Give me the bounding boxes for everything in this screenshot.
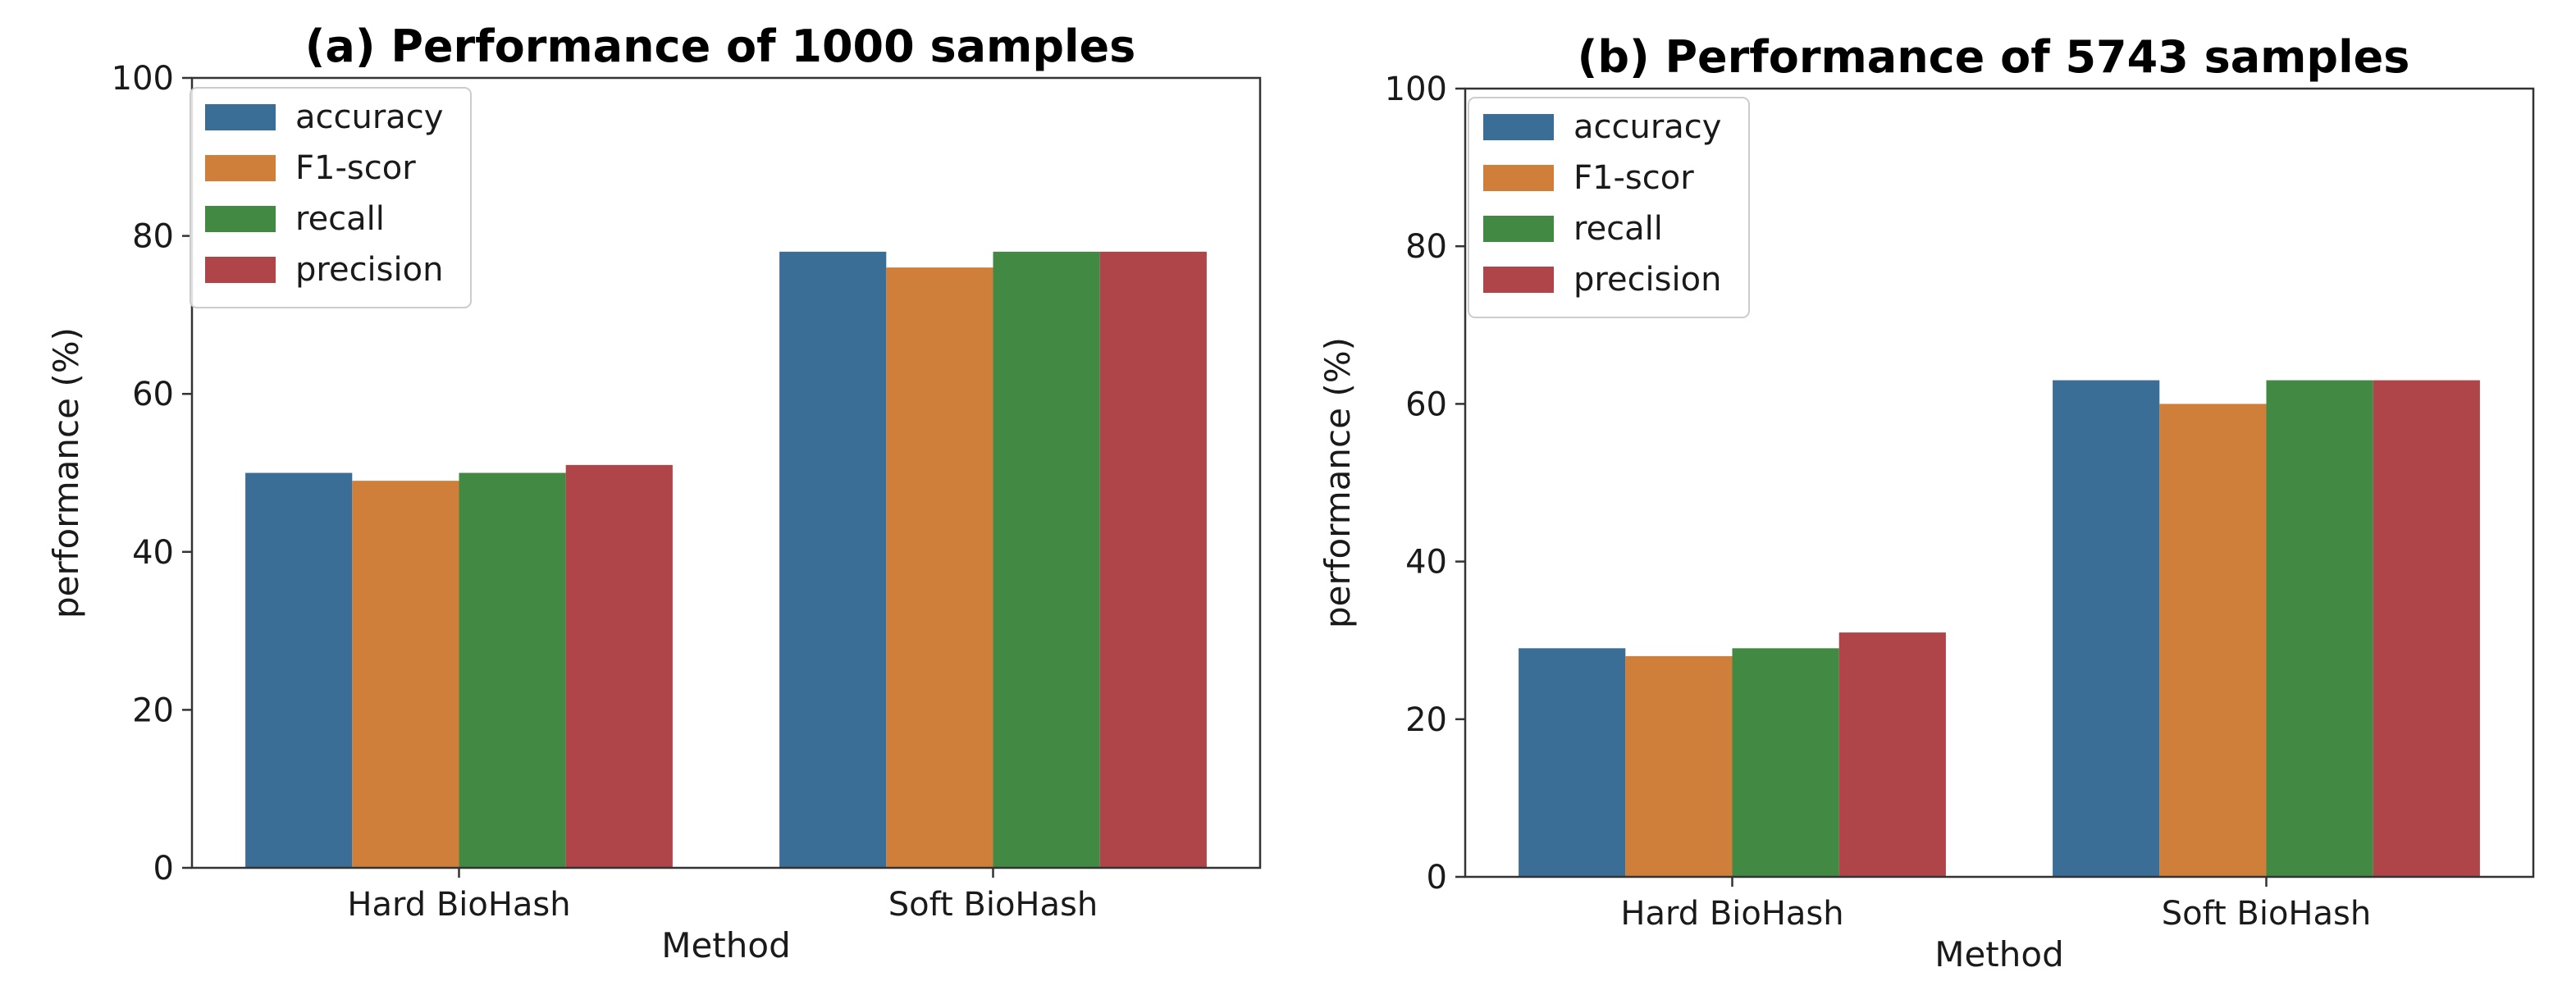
y-tick-label: 40	[1405, 544, 1447, 582]
legend-label: F1-scor	[1573, 159, 1694, 197]
bar-precision-1	[2373, 380, 2480, 877]
legend: accuracy F1-scor recall precision	[190, 87, 472, 308]
legend-swatch-accuracy	[205, 104, 276, 130]
legend-swatch-recall	[205, 206, 276, 232]
bar-accuracy-0	[245, 472, 353, 868]
chart-a: (a) Performance of 1000 samples 0 20 40 60 80…	[46, 21, 1262, 965]
legend-swatch-f1-scor	[1483, 165, 1554, 191]
chart-title: (a) Performance of 1000 samples	[305, 21, 1136, 72]
bar-recall-1	[2266, 380, 2373, 877]
bar-precision-1	[1099, 251, 1207, 868]
y-tick-label: 80	[1405, 228, 1447, 266]
bar-f1-scor-0	[352, 481, 459, 868]
x-axis-label: Method	[1934, 934, 2064, 974]
x-tick-label: Hard BioHash	[347, 886, 570, 924]
y-tick-label: 100	[1385, 71, 1447, 108]
legend-label: recall	[295, 200, 385, 238]
chart-b: (b) Performance of 5743 samples 0 20 40 60 80…	[1318, 31, 2535, 974]
y-tick-label: 0	[1427, 859, 1447, 897]
y-tick-label: 0	[153, 850, 174, 888]
legend-swatch-precision	[205, 257, 276, 283]
bar-precision-0	[1838, 632, 1946, 877]
chart-title: (b) Performance of 5743 samples	[1578, 31, 2410, 83]
x-tick-label: Soft BioHash	[2162, 895, 2371, 933]
legend-box	[1468, 97, 1750, 318]
legend-swatch-recall	[1483, 216, 1554, 242]
x-tick-label: Hard BioHash	[1620, 895, 1843, 933]
legend-box	[190, 87, 472, 308]
bar-precision-0	[565, 464, 673, 868]
legend-swatch-precision	[1483, 267, 1554, 293]
y-tick-label: 20	[132, 691, 174, 729]
bar-f1-scor-1	[886, 267, 993, 868]
y-axis-label: performance (%)	[46, 327, 86, 618]
y-tick-label: 20	[1405, 701, 1447, 739]
legend-swatch-f1-scor	[205, 155, 276, 181]
bar-f1-scor-0	[1625, 655, 1733, 877]
legend-label: precision	[1573, 261, 1721, 299]
legend-label: recall	[1573, 210, 1663, 248]
x-tick-label: Soft BioHash	[888, 886, 1098, 924]
y-tick-label: 40	[132, 534, 174, 572]
bar-recall-0	[1732, 648, 1839, 877]
y-tick-label: 100	[112, 60, 174, 98]
legend-label: F1-scor	[295, 149, 416, 187]
y-axis-label: performance (%)	[1318, 337, 1358, 628]
x-axis-label: Method	[661, 925, 791, 965]
legend: accuracy F1-scor recall precision	[1468, 97, 1750, 318]
legend-label: accuracy	[1573, 108, 1721, 146]
bar-recall-1	[993, 251, 1100, 868]
bar-f1-scor-1	[2159, 404, 2267, 877]
bar-accuracy-1	[779, 251, 887, 868]
plot-frame	[190, 76, 1262, 869]
legend-swatch-accuracy	[1483, 114, 1554, 140]
legend-label: precision	[295, 251, 443, 289]
bar-accuracy-0	[1519, 648, 1626, 877]
bar-recall-0	[459, 472, 566, 868]
y-tick-label: 80	[132, 218, 174, 256]
y-tick-label: 60	[1405, 386, 1447, 423]
plot-frame	[1464, 87, 2535, 878]
bar-accuracy-1	[2053, 380, 2160, 877]
legend-label: accuracy	[295, 98, 443, 136]
y-tick-label: 60	[132, 376, 174, 413]
